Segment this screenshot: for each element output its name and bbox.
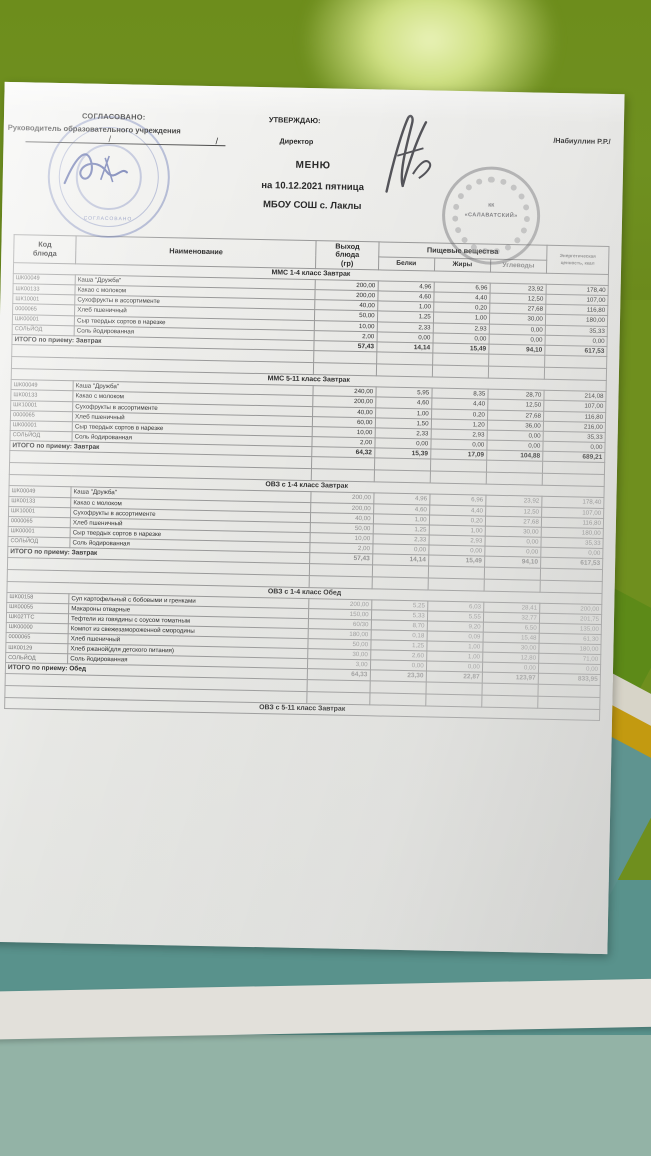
- spacer-cell: [432, 365, 489, 379]
- signer-name: /Набиуллин Р.Р./: [553, 135, 611, 147]
- spacer-cell: [375, 364, 433, 378]
- col-header-energy: Энергетическая ценность, ккал: [546, 245, 610, 275]
- spacer-cell: [488, 366, 545, 380]
- col-header-code: Код блюда: [13, 234, 77, 264]
- confirm-label: УТВЕРЖДАЮ:: [268, 115, 321, 126]
- slash-left: /: [108, 133, 112, 145]
- spacer-cell: [428, 565, 485, 579]
- document-header: СОГЛАСОВАНО СОГЛАСОВАНО: Руководитель об…: [2, 82, 625, 266]
- slash-right: /: [215, 136, 219, 147]
- spacer-cell: [371, 576, 429, 590]
- blue-stamp-text: СОГЛАСОВАНО: [83, 215, 133, 223]
- spacer-cell: [432, 353, 489, 367]
- spacer-cell: [425, 693, 482, 707]
- spacer-cell: [430, 459, 487, 473]
- spacer-cell: [373, 470, 431, 484]
- col-header-output-l3: (гр): [340, 258, 354, 268]
- spacer-cell: [429, 471, 487, 485]
- menu-table: Код блюда Наименование Выход блюда (гр) …: [4, 234, 610, 721]
- spacer-cell: [488, 354, 545, 368]
- spacer-cell: [369, 692, 426, 706]
- menu-document-sheet: СОГЛАСОВАНО СОГЛАСОВАНО: Руководитель об…: [0, 81, 625, 955]
- col-header-code-l2: блюда: [32, 248, 57, 258]
- approved-role: Руководитель образовательного учреждения: [7, 122, 181, 136]
- col-header-output: Выход блюда (гр): [315, 240, 379, 271]
- spacer-cell: [481, 694, 538, 709]
- confirm-role: Директор: [279, 136, 314, 147]
- spacer-cell: [371, 564, 429, 578]
- spacer-cell: [374, 458, 431, 472]
- spacer-cell: [425, 681, 482, 695]
- spacer-cell: [369, 680, 426, 694]
- table-body: ММС 1-4 класс Завтрак ШК00049 Каша "Дружба…: [4, 262, 609, 721]
- col-header-protein: Белки: [378, 256, 435, 272]
- spacer-cell: [483, 578, 541, 592]
- wall-lower-pale: [0, 1035, 651, 1156]
- spacer-cell: [481, 682, 539, 697]
- spacer-cell: [484, 566, 541, 580]
- approved-label: СОГЛАСОВАНО:: [81, 111, 146, 122]
- spacer-cell: [376, 352, 433, 366]
- spacer-cell: [427, 577, 485, 591]
- spacer-cell: [486, 460, 543, 474]
- spacer-cell: [485, 472, 543, 486]
